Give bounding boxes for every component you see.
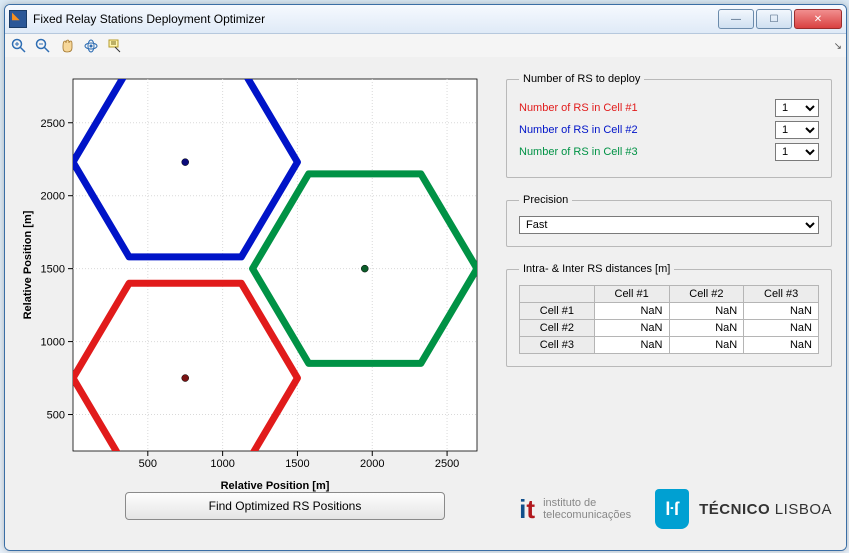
window-title: Fixed Relay Stations Deployment Optimize…	[33, 12, 716, 26]
rs-row: Number of RS in Cell #2 12345	[519, 121, 819, 139]
rs-row: Number of RS in Cell #3 12345	[519, 143, 819, 161]
zoom-in-icon[interactable]	[9, 36, 29, 56]
rs-row-label: Number of RS in Cell #3	[519, 146, 638, 158]
dist-cell: NaN	[594, 320, 669, 337]
app-window: Fixed Relay Stations Deployment Optimize…	[4, 4, 847, 551]
zoom-out-icon[interactable]	[33, 36, 53, 56]
logo-bar: it instituto de telecomunicações ŀſ TÉCN…	[472, 486, 832, 532]
dist-cell: NaN	[594, 303, 669, 320]
svg-text:2500: 2500	[41, 118, 65, 130]
client-area: 500 1000 1500 2000 2500 500 1000 1500 2000 2500 Re…	[5, 57, 846, 550]
logo-tl-bold: TÉCNICO	[699, 501, 770, 518]
svg-text:1500: 1500	[285, 458, 309, 470]
dist-cell: NaN	[594, 337, 669, 354]
dist-col-header: Cell #1	[594, 286, 669, 303]
precision-panel: Precision FastMediumAccurate	[506, 194, 832, 247]
window-buttons: — ☐ ✕	[716, 9, 842, 29]
svg-text:1500: 1500	[41, 264, 65, 276]
shield-icon: ŀſ	[655, 489, 689, 529]
dist-cell: NaN	[669, 320, 744, 337]
rs-count-select[interactable]: 12345	[775, 99, 819, 117]
titlebar: Fixed Relay Stations Deployment Optimize…	[5, 5, 846, 34]
right-panel: Number of RS to deploy Number of RS in C…	[506, 73, 832, 383]
logo-tl-light: LISBOA	[770, 501, 832, 518]
rs-count-select[interactable]: 12345	[775, 121, 819, 139]
hex-chart: 500 1000 1500 2000 2500 500 1000 1500 2000 2500 Re…	[17, 69, 487, 499]
logo-it: it instituto de telecomunicações	[519, 494, 631, 525]
svg-text:2500: 2500	[435, 458, 459, 470]
close-button[interactable]: ✕	[794, 9, 842, 29]
dist-cell: NaN	[744, 303, 819, 320]
rotate3d-icon[interactable]	[81, 36, 101, 56]
rs-row-label: Number of RS in Cell #2	[519, 124, 638, 136]
svg-text:1000: 1000	[210, 458, 234, 470]
dist-cell: NaN	[669, 303, 744, 320]
dist-row-header: Cell #2	[520, 320, 595, 337]
dist-row-header: Cell #3	[520, 337, 595, 354]
figure-toolbar: ↘	[5, 34, 846, 59]
pan-icon[interactable]	[57, 36, 77, 56]
distances-legend: Intra- & Inter RS distances [m]	[519, 263, 674, 275]
logo-it-line2: telecomunicações	[543, 509, 631, 521]
svg-text:1000: 1000	[41, 337, 65, 349]
svg-text:Relative Position [m]: Relative Position [m]	[22, 210, 34, 319]
restore-icon[interactable]: ↘	[834, 41, 842, 52]
dist-cell: NaN	[744, 337, 819, 354]
rs-row: Number of RS in Cell #1 12345	[519, 99, 819, 117]
logo-tecnico: ŀſ TÉCNICO LISBOA	[655, 489, 832, 529]
rs-count-select[interactable]: 12345	[775, 143, 819, 161]
minimize-button[interactable]: —	[718, 9, 754, 29]
dist-cell: NaN	[669, 337, 744, 354]
find-positions-button[interactable]: Find Optimized RS Positions	[125, 492, 445, 520]
datacursor-icon[interactable]	[105, 36, 125, 56]
logo-it-line1: instituto de	[543, 497, 596, 509]
svg-text:2000: 2000	[360, 458, 384, 470]
dist-row-header: Cell #1	[520, 303, 595, 320]
rs-row-label: Number of RS in Cell #1	[519, 102, 638, 114]
maximize-button[interactable]: ☐	[756, 9, 792, 29]
rs-deploy-panel: Number of RS to deploy Number of RS in C…	[506, 73, 832, 178]
precision-select[interactable]: FastMediumAccurate	[519, 216, 819, 234]
rs-deploy-legend: Number of RS to deploy	[519, 73, 644, 85]
distances-panel: Intra- & Inter RS distances [m] Cell #1C…	[506, 263, 832, 367]
svg-text:500: 500	[139, 458, 157, 470]
svg-text:Relative Position [m]: Relative Position [m]	[221, 480, 330, 492]
dist-cell: NaN	[744, 320, 819, 337]
precision-legend: Precision	[519, 194, 572, 206]
dist-col-header: Cell #3	[744, 286, 819, 303]
svg-text:2000: 2000	[41, 191, 65, 203]
dist-col-header: Cell #2	[669, 286, 744, 303]
distances-table: Cell #1Cell #2Cell #3Cell #1NaNNaNNaNCel…	[519, 285, 819, 354]
app-icon	[9, 10, 27, 28]
svg-text:500: 500	[47, 410, 65, 422]
